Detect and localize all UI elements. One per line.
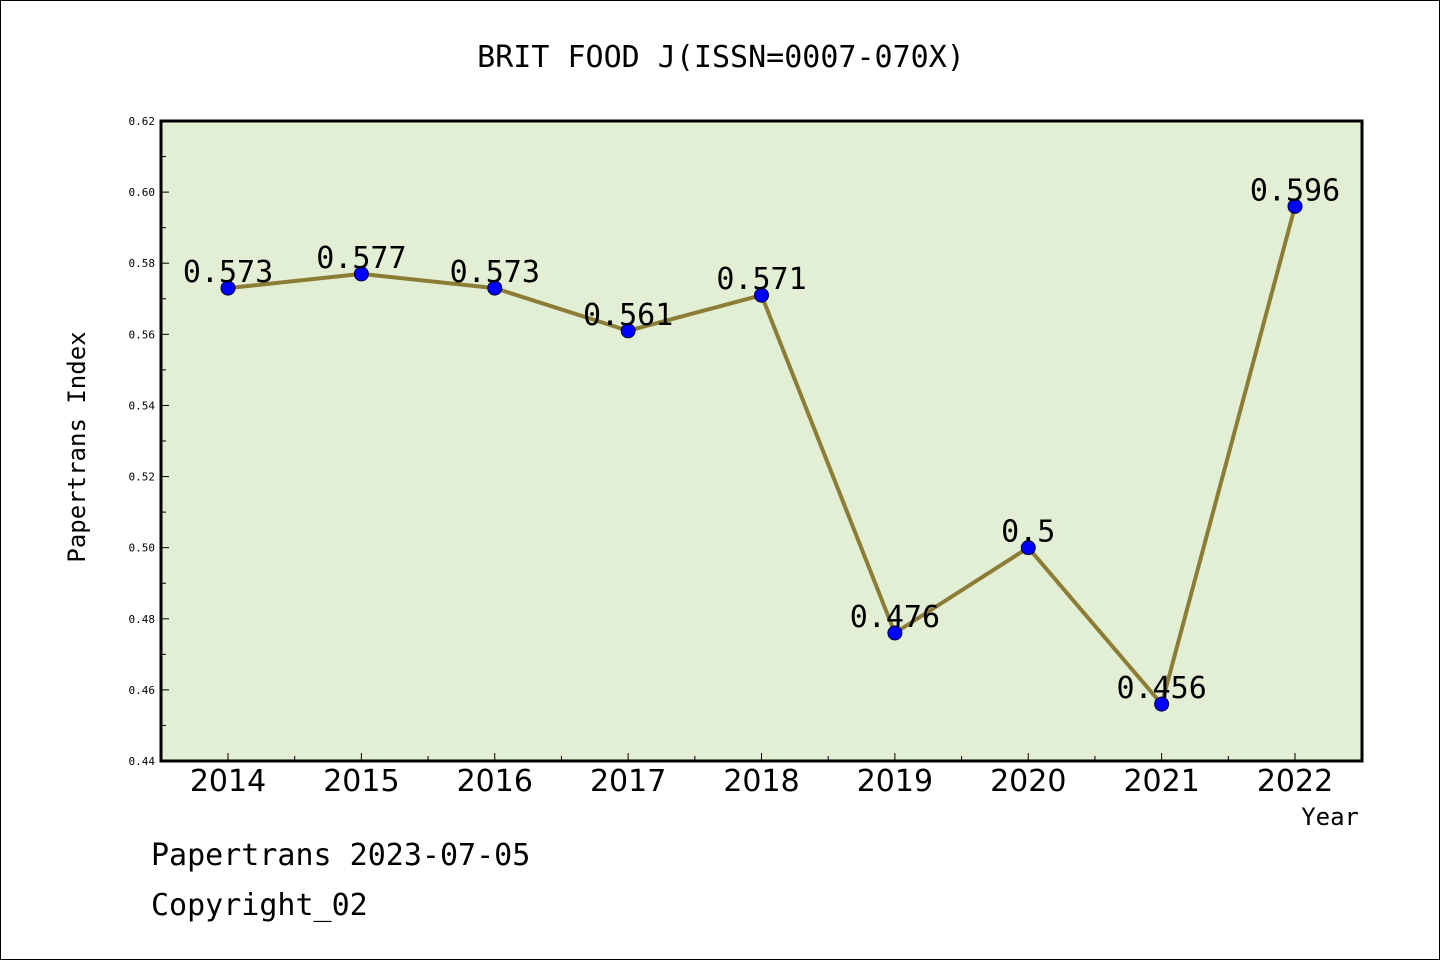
x-tick-label: 2016 (457, 764, 533, 799)
data-point-2018 (754, 287, 769, 303)
x-tick-label: 2018 (723, 764, 799, 799)
data-label-2016: 0.573 (450, 255, 540, 290)
y-tick-label: 0.48 (129, 613, 156, 626)
x-tick-label: 2021 (1123, 764, 1199, 799)
x-tick-label: 2019 (857, 764, 933, 799)
y-tick-label: 0.60 (129, 186, 156, 199)
data-point-2015 (353, 266, 369, 282)
data-point-2020 (1020, 540, 1036, 556)
footer-copyright: Copyright_02 (151, 888, 368, 923)
data-label-2019: 0.476 (850, 600, 940, 635)
x-tick-label: 2020 (990, 764, 1066, 799)
y-tick-label: 0.46 (129, 684, 156, 697)
data-label-2015: 0.577 (316, 241, 406, 276)
y-tick-label: 0.54 (129, 399, 156, 412)
data-label-2021: 0.456 (1116, 671, 1206, 706)
data-point-2022 (1287, 198, 1303, 214)
data-point-2019 (887, 625, 903, 641)
data-points (220, 198, 1303, 712)
data-label-2020: 0.5 (1001, 515, 1055, 550)
y-tick-label: 0.58 (129, 257, 156, 270)
x-tick-label: 2015 (323, 764, 399, 799)
y-axis: 0.44 0.46 0.48 0.50 0.52 0.54 0.56 0.58 0.60 0.62 (129, 115, 169, 768)
y-tick-label: 0.50 (129, 542, 156, 555)
x-tick-label: 2017 (590, 764, 666, 799)
data-label-2014: 0.573 (183, 255, 273, 290)
data-label-2017: 0.561 (583, 298, 673, 333)
chart-title: BRIT FOOD J(ISSN=0007-070X) (477, 40, 965, 75)
data-point-2014 (220, 280, 236, 296)
data-point-2016 (487, 280, 503, 296)
y-axis-label: Papertrans Index (63, 331, 91, 562)
y-tick-label: 0.62 (129, 115, 156, 128)
data-label-2018: 0.571 (716, 262, 806, 297)
x-axis-label: Year (1301, 803, 1359, 831)
x-tick-label: 2022 (1257, 764, 1333, 799)
data-label-2022: 0.596 (1250, 173, 1340, 208)
footer-date: Papertrans 2023-07-05 (151, 838, 530, 873)
x-axis: 2014 2015 2016 2017 2018 2019 2020 2021 2022 (190, 753, 1333, 799)
data-point-2021 (1154, 696, 1170, 712)
y-tick-label: 0.56 (129, 328, 156, 341)
plot-area (159, 119, 1364, 763)
x-tick-label: 2014 (190, 764, 266, 799)
data-labels: 0.573 0.577 0.573 0.561 0.571 0.476 0.5 0.456 0.… (183, 173, 1340, 706)
y-tick-label: 0.52 (129, 471, 156, 484)
data-point-2017 (620, 323, 636, 339)
y-tick-label: 0.44 (129, 755, 156, 768)
